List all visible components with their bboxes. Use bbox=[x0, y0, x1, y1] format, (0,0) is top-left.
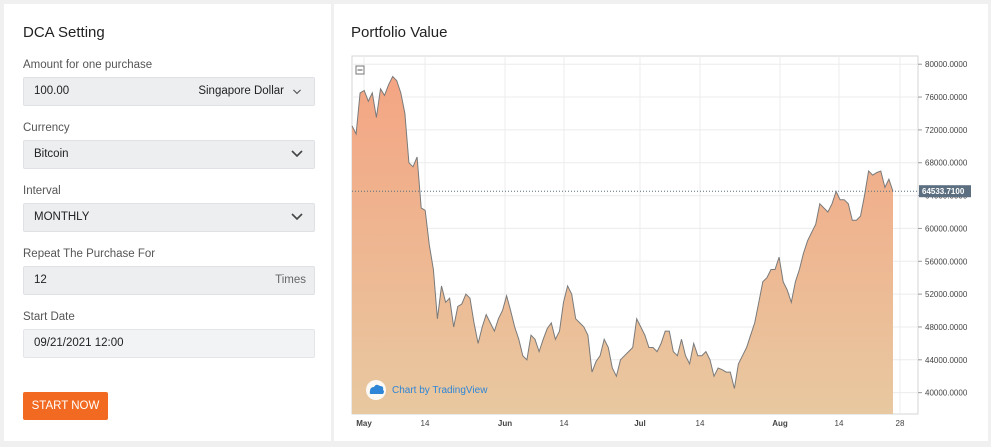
amount-label: Amount for one purchase bbox=[23, 59, 153, 71]
repeat-label: Repeat The Purchase For bbox=[23, 248, 156, 260]
tradingview-attribution[interactable]: Chart by TradingView bbox=[392, 385, 488, 396]
currency-value: Bitcoin bbox=[34, 148, 69, 160]
portfolio-chart[interactable]: 80000.0000 76000.0000 72000.0000 68000.0000… bbox=[350, 54, 972, 432]
chevron-down-icon[interactable] bbox=[292, 88, 302, 96]
interval-label: Interval bbox=[23, 185, 61, 197]
x-tick-label: 14 bbox=[560, 419, 569, 428]
cloud-icon bbox=[369, 384, 384, 394]
y-tick-label: 56000.0000 bbox=[925, 257, 968, 266]
interval-select[interactable]: MONTHLY bbox=[23, 203, 315, 232]
y-tick-label: 52000.0000 bbox=[925, 290, 968, 299]
x-tick-label: 14 bbox=[696, 419, 705, 428]
start-date-field[interactable]: 09/21/2021 12:00 bbox=[23, 329, 315, 358]
x-tick-label: Aug bbox=[772, 419, 788, 428]
amount-input[interactable]: 100.00 bbox=[34, 85, 70, 97]
x-tick-label: 14 bbox=[835, 419, 844, 428]
y-tick-label: 40000.0000 bbox=[925, 389, 968, 398]
x-tick-label: Jun bbox=[498, 419, 512, 428]
currency-select[interactable]: Bitcoin bbox=[23, 140, 315, 169]
amount-field[interactable]: 100.00 Singapore Dollar bbox=[23, 77, 315, 106]
start-date-input[interactable]: 09/21/2021 12:00 bbox=[34, 337, 124, 349]
interval-value: MONTHLY bbox=[34, 211, 90, 223]
panel-title: DCA Setting bbox=[23, 24, 105, 41]
y-tick-label: 72000.0000 bbox=[925, 126, 968, 135]
chevron-down-icon[interactable] bbox=[290, 212, 304, 222]
x-tick-label: 14 bbox=[421, 419, 430, 428]
panel-title: Portfolio Value bbox=[351, 24, 448, 41]
dca-settings-panel: DCA Setting Amount for one purchase 100.… bbox=[4, 4, 331, 441]
start-date-label: Start Date bbox=[23, 311, 75, 323]
portfolio-panel: Portfolio Value 80000.0000 76000.0000 7200… bbox=[334, 4, 988, 441]
repeat-field[interactable]: 12 Times bbox=[23, 266, 315, 295]
currency-unit-select[interactable]: Singapore Dollar bbox=[198, 85, 284, 97]
y-tick-label: 68000.0000 bbox=[925, 159, 968, 168]
y-tick-label: 80000.0000 bbox=[925, 60, 968, 69]
y-tick-label: 48000.0000 bbox=[925, 323, 968, 332]
repeat-unit: Times bbox=[275, 274, 306, 286]
start-now-button[interactable]: START NOW bbox=[23, 392, 108, 420]
currency-label: Currency bbox=[23, 122, 70, 134]
x-tick-label: Jul bbox=[634, 419, 646, 428]
repeat-input[interactable]: 12 bbox=[34, 274, 47, 286]
series-line bbox=[351, 75, 894, 389]
last-value-badge bbox=[919, 185, 971, 198]
y-tick-label: 76000.0000 bbox=[925, 93, 968, 102]
last-value-label: 64533.7100 bbox=[922, 187, 965, 196]
series-area bbox=[352, 76, 893, 414]
x-tick-label: May bbox=[356, 419, 372, 428]
y-tick-label: 44000.0000 bbox=[925, 356, 968, 365]
x-tick-label: 28 bbox=[896, 419, 905, 428]
chevron-down-icon[interactable] bbox=[290, 149, 304, 159]
y-tick-label: 60000.0000 bbox=[925, 224, 968, 233]
